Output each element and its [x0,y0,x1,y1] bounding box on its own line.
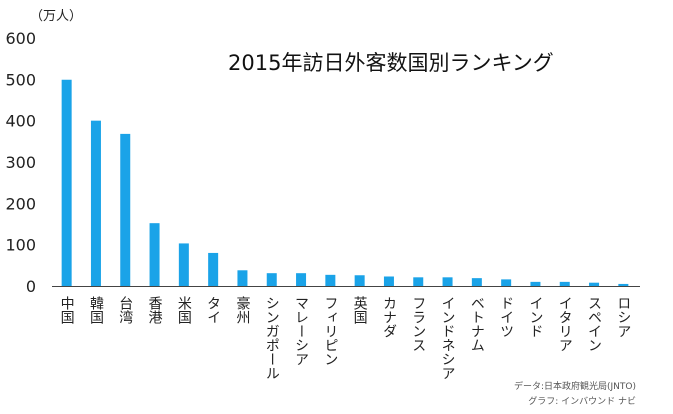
bar [501,279,512,286]
x-tick-label: スペイン [586,296,602,352]
x-tick-label: ロシア [615,296,631,338]
y-axis-ticks: 0 100 200 300 400 500 600 [5,29,36,296]
bar [178,243,189,286]
bar [208,252,219,286]
x-tick-label: シンガポール [264,296,280,380]
bar [530,281,541,286]
x-tick-label: インドネシア [440,296,456,380]
bar [149,223,160,286]
bar [354,275,365,286]
bar [618,283,629,286]
bars [61,79,629,287]
x-tick-label: マレーシア [293,296,309,366]
x-tick-label: ドイツ [498,296,514,338]
bar [589,282,600,286]
bar [442,277,453,286]
source-note: データ:日本政府観光局(JNTO) [514,380,636,392]
bar [413,277,424,286]
bar [559,281,570,286]
chart-title: 2015年訪日外客数国別ランキング [228,51,554,75]
x-tick-label: フランス [410,296,426,352]
x-tick-label: インド [527,296,543,338]
x-tick-label: タイ [205,296,221,324]
bar [296,273,307,286]
y-tick-label: 100 [5,236,36,255]
x-tick-label: 米国 [176,296,192,324]
x-tick-label: 香港 [147,296,163,324]
x-axis-labels: 中国 韓国 台湾 香港 米国 タイ 豪州 シンガポール マレーシア フィリピン 英国 カナダ フランスイ… [59,295,632,380]
bar [61,79,72,286]
bar [266,273,277,286]
x-tick-label: 中国 [59,296,75,324]
y-axis-unit-label: （万人） [30,9,82,24]
y-tick-label: 600 [5,29,36,48]
bar [237,270,248,286]
x-tick-label: ベトナム [469,296,485,352]
x-tick-label: イタリア [557,296,573,352]
x-tick-label: 豪州 [234,296,250,324]
x-tick-label: カナダ [381,296,397,338]
bar [383,276,394,286]
y-tick-label: 0 [26,277,36,296]
y-tick-label: 500 [5,70,36,89]
bar [90,120,101,287]
bar [325,274,336,286]
bar [471,278,482,286]
x-tick-label: 英国 [352,295,368,324]
y-tick-label: 200 [5,194,36,213]
x-tick-label: フィリピン [322,296,338,366]
y-tick-label: 400 [5,112,36,131]
x-tick-label: 台湾 [117,296,133,324]
x-tick-label: 韓国 [88,296,104,324]
y-tick-label: 300 [5,153,36,172]
credit-note: グラフ: インバウンド ナビ [528,395,636,407]
bar [120,133,131,286]
